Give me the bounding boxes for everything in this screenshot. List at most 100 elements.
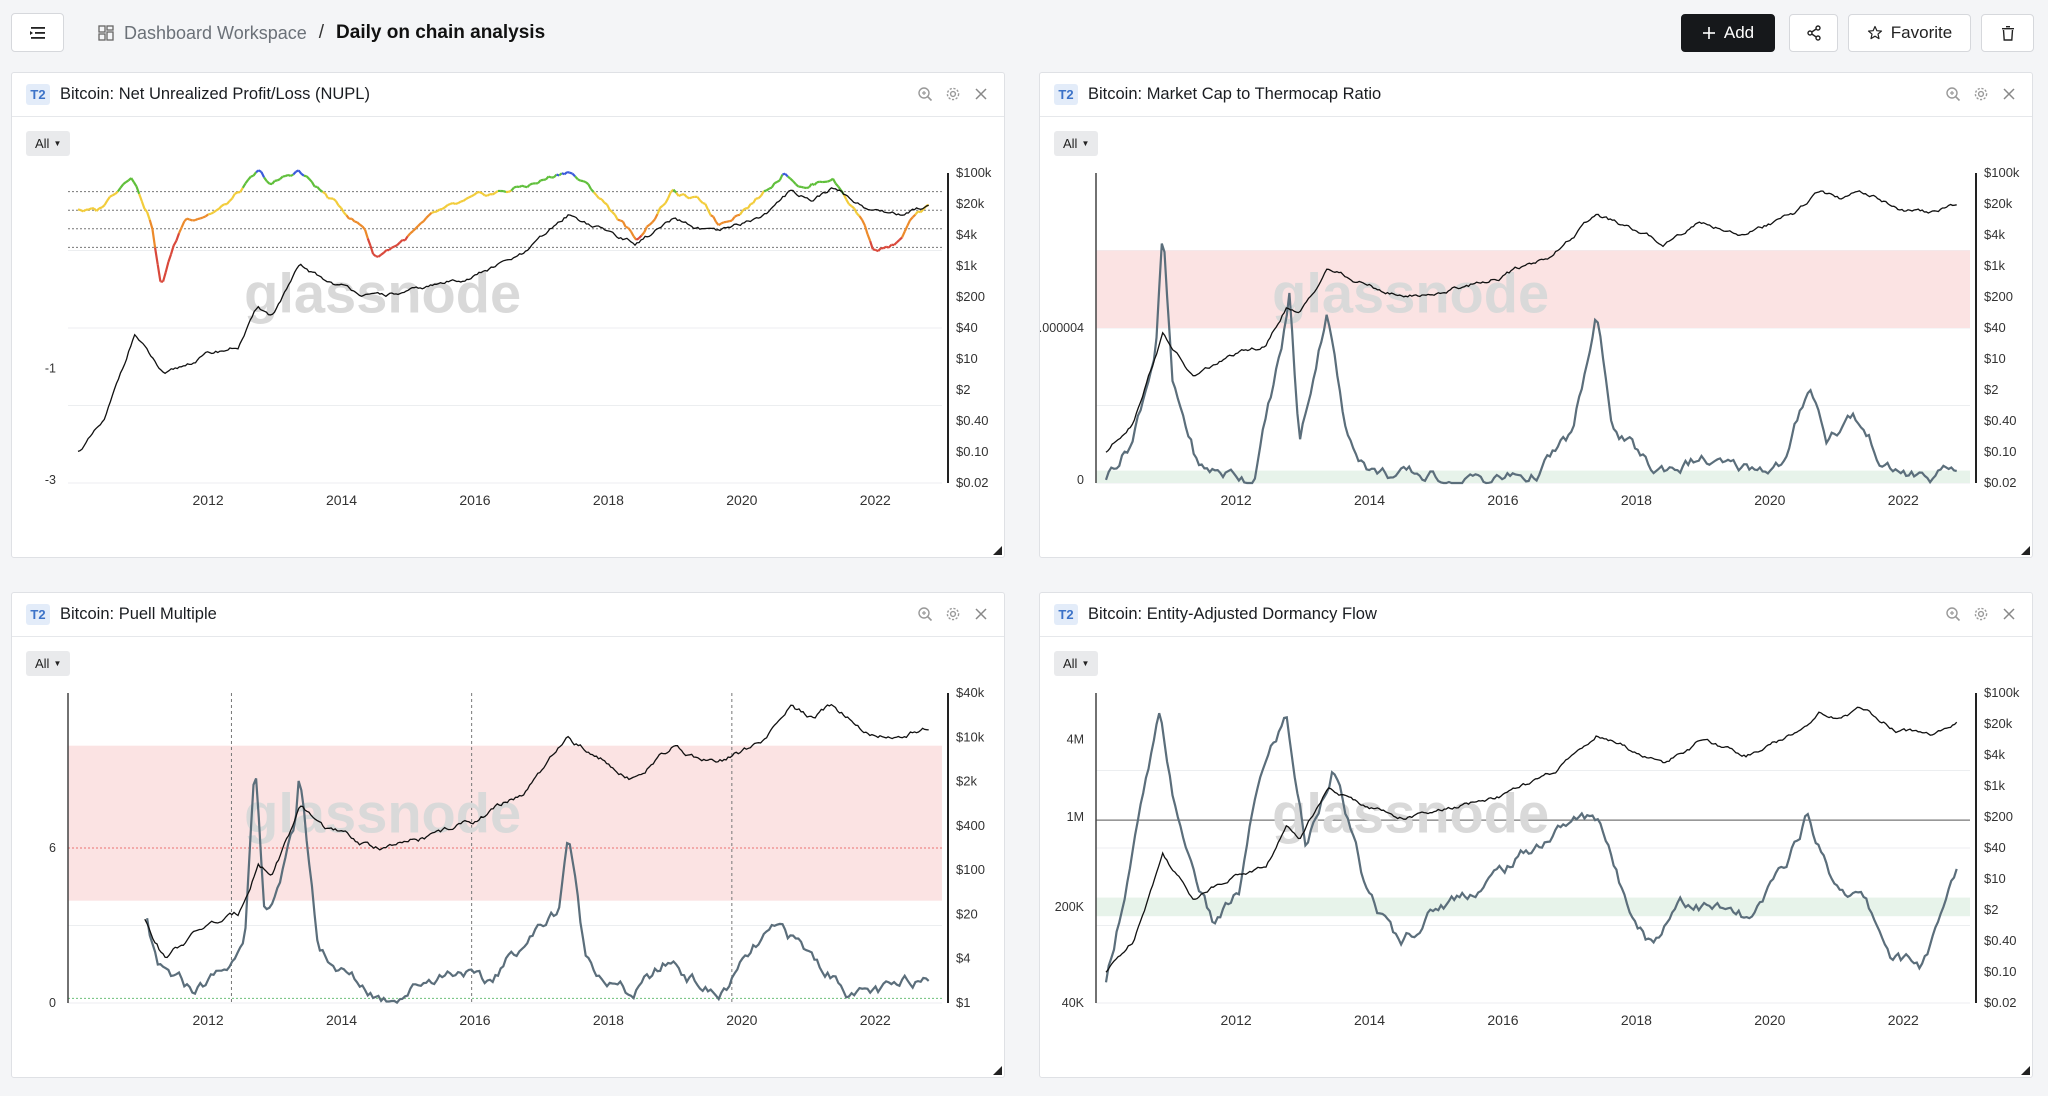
nupl-segment	[909, 216, 914, 221]
range-dropdown[interactable]: All ▼	[1054, 131, 1099, 156]
right-tick-label: $40k	[956, 685, 985, 700]
chart-area[interactable]: glassnode -1 -3 $100k $20k $4k $1k $200 $40 $10 $2…	[12, 163, 1004, 553]
nupl-segment	[646, 223, 651, 228]
resize-handle[interactable]	[2021, 546, 2030, 555]
nupl-segment	[712, 216, 717, 223]
right-tick-label: $40	[1984, 840, 2006, 855]
chart-area[interactable]: glassnode4M1M200K40K$100k$20k$4k$1k$200$…	[1040, 683, 2032, 1073]
nupl-segment	[388, 246, 393, 251]
zoom-icon[interactable]	[1944, 605, 1962, 623]
range-dropdown[interactable]: All ▼	[1054, 651, 1099, 676]
nupl-segment	[114, 190, 119, 195]
right-tick-label: $20k	[1984, 716, 2013, 731]
right-tick-label: $100	[956, 862, 985, 877]
nupl-segment	[734, 214, 738, 218]
right-tick-label: $20k	[1984, 196, 2013, 211]
delete-button[interactable]	[1981, 14, 2034, 52]
close-icon[interactable]	[2000, 605, 2018, 623]
range-dropdown[interactable]: All ▼	[26, 651, 71, 676]
nupl-segment	[662, 202, 667, 207]
nupl-segment	[746, 203, 752, 209]
x-tick-label: 2020	[1754, 1012, 1785, 1028]
nupl-segment	[106, 196, 111, 202]
nupl-segment	[526, 183, 531, 188]
tier-badge: T2	[26, 604, 50, 625]
x-tick-label: 2014	[1354, 1012, 1385, 1028]
right-tick-label: $1k	[1984, 778, 2005, 793]
add-button[interactable]: Add	[1681, 14, 1775, 52]
favorite-button[interactable]: Favorite	[1848, 14, 1971, 52]
nupl-segment	[619, 219, 624, 223]
threshold-zone	[68, 745, 942, 901]
nupl-segment	[377, 253, 382, 258]
resize-handle[interactable]	[993, 1066, 1002, 1075]
x-tick-label: 2018	[1621, 1012, 1652, 1028]
nupl-segment	[444, 204, 449, 209]
nupl-segment	[449, 202, 454, 206]
gear-icon[interactable]	[944, 605, 962, 623]
nupl-segment	[813, 181, 818, 186]
nupl-segment	[382, 249, 388, 254]
nupl-segment	[896, 239, 901, 244]
resize-handle[interactable]	[2021, 1066, 2030, 1075]
chart-area[interactable]: glassnode 0.000004 0 $100k $20k $4k $1k $200 $40…	[1040, 163, 2032, 553]
nupl-segment	[548, 175, 552, 179]
nupl-segment	[510, 186, 515, 192]
gear-icon[interactable]	[1972, 85, 1990, 103]
nupl-segment	[316, 186, 321, 191]
nupl-segment	[574, 175, 579, 181]
nupl-segment	[718, 222, 722, 227]
nupl-segment	[875, 248, 879, 253]
zoom-icon[interactable]	[916, 605, 934, 623]
zoom-icon[interactable]	[916, 85, 934, 103]
nupl-segment	[295, 169, 300, 173]
x-tick-label: 2020	[726, 492, 757, 508]
nupl-segment	[290, 173, 294, 177]
nupl-segment	[569, 171, 573, 175]
nupl-segment	[566, 171, 571, 174]
nupl-segment	[112, 192, 116, 197]
nupl-segment	[521, 184, 525, 188]
nupl-segment	[558, 172, 563, 177]
nupl-segment	[143, 208, 148, 213]
resize-handle[interactable]	[993, 546, 1002, 555]
chart-area[interactable]: glassnode 6 0 $40k $10k $2k $400 $100 $20 $4 $1 201…	[12, 683, 1004, 1073]
range-dropdown[interactable]: All ▼	[26, 131, 71, 156]
nupl-segment	[428, 212, 433, 217]
nupl-segment	[765, 187, 770, 192]
close-icon[interactable]	[2000, 85, 2018, 103]
grid	[1096, 770, 1970, 1004]
breadcrumb-workspace[interactable]: Dashboard Workspace	[124, 22, 307, 43]
nupl-segment	[651, 218, 656, 224]
nupl-segment	[648, 221, 653, 226]
nupl-segment	[473, 191, 478, 196]
star-icon	[1867, 25, 1882, 40]
nupl-segment	[869, 240, 874, 250]
panel-title[interactable]: Bitcoin: Puell Multiple	[60, 605, 217, 623]
panel-title[interactable]: Bitcoin: Entity-Adjusted Dormancy Flow	[1088, 605, 1377, 623]
x-tick-label: 2020	[726, 1012, 757, 1028]
nupl-segment	[308, 178, 313, 183]
nupl-segment	[667, 191, 672, 199]
nupl-segment	[194, 218, 199, 222]
gear-icon[interactable]	[944, 85, 962, 103]
nupl-segment	[132, 181, 138, 188]
sidebar-toggle-button[interactable]	[11, 13, 64, 52]
panel-title[interactable]: Bitcoin: Market Cap to Thermocap Ratio	[1088, 85, 1382, 103]
nupl-segment	[215, 207, 220, 212]
nupl-segment	[787, 175, 792, 180]
nupl-segment	[189, 218, 193, 222]
close-icon[interactable]	[972, 85, 990, 103]
right-tick-label: $40	[956, 320, 978, 335]
zoom-icon[interactable]	[1944, 85, 1962, 103]
nupl-segment	[729, 219, 733, 223]
nupl-segment	[340, 207, 345, 214]
nupl-segment	[186, 217, 191, 221]
nupl-segment	[441, 206, 446, 211]
nupl-segment	[404, 235, 409, 242]
share-button[interactable]	[1789, 14, 1838, 52]
gear-icon[interactable]	[1972, 605, 1990, 623]
panel-title[interactable]: Bitcoin: Net Unrealized Profit/Loss (NUP…	[60, 85, 370, 103]
x-tick-label: 2014	[1354, 492, 1385, 508]
close-icon[interactable]	[972, 605, 990, 623]
